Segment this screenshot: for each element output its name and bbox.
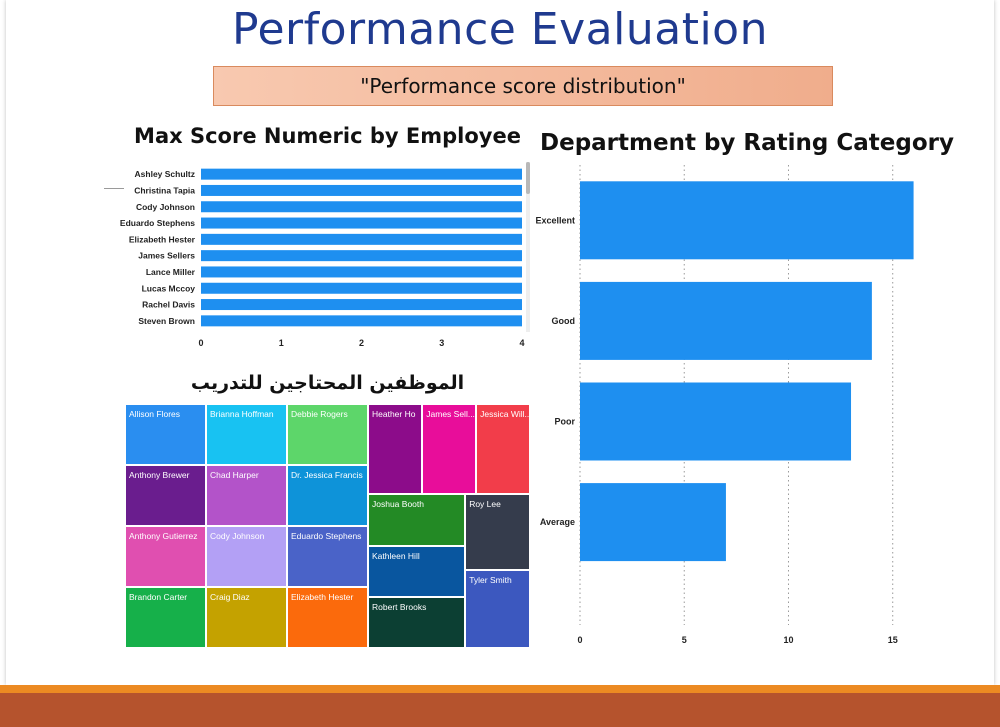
treemap-cell[interactable]: Allison Flores [125, 404, 206, 465]
employee-score-chart: Ashley Schultz Christina Tapia Cody Johnso… [120, 162, 530, 348]
employee-label: Rachel Davis [142, 300, 195, 310]
slide-subtitle: "Performance score distribution" [213, 66, 833, 106]
treemap-cell[interactable]: Cody Johnson [206, 526, 287, 587]
treemap-cell[interactable]: Dr. Jessica Francis [287, 465, 368, 526]
employee-bar[interactable] [201, 233, 522, 245]
treemap-cell[interactable]: Roy Lee [465, 494, 530, 570]
treemap-title: الموظفين المحتاجين للتدريب [190, 372, 465, 394]
treemap-cell[interactable]: Brianna Hoffman [206, 404, 287, 465]
employee-label: Lucas Mccoy [142, 283, 196, 293]
employee-bar[interactable] [201, 266, 522, 278]
x-tick-label: 15 [888, 635, 898, 645]
treemap-cell[interactable]: Kathleen Hill [368, 545, 466, 597]
employee-bar[interactable] [201, 282, 522, 294]
x-tick-label: 5 [682, 635, 687, 645]
employee-label: Lance Miller [146, 267, 196, 277]
employee-label: Eduardo Stephens [120, 218, 195, 228]
x-tick-label: 4 [519, 338, 524, 348]
treemap-cell[interactable]: Robert Brooks [368, 596, 466, 648]
divider-line [104, 188, 124, 189]
treemap-cell[interactable]: Debbie Rogers [287, 404, 368, 465]
footer-band-rust [0, 693, 1000, 727]
x-tick-label: 0 [198, 338, 203, 348]
treemap-cell[interactable]: Eduardo Stephens [287, 526, 368, 587]
treemap-cell[interactable]: Jessica Will... [476, 404, 530, 495]
treemap-cell[interactable]: Anthony Gutierrez [125, 526, 206, 587]
rating-category-chart: 0 5 10 15 Excellent Good Poor Average [535, 165, 914, 645]
employee-bar[interactable] [201, 184, 522, 196]
employee-label: Elizabeth Hester [129, 234, 196, 244]
footer-band-orange [0, 685, 1000, 693]
treemap-cell[interactable]: Chad Harper [206, 465, 287, 526]
treemap-cell[interactable]: Brandon Carter [125, 587, 206, 648]
employee-label: Cody Johnson [136, 202, 195, 212]
scrollbar-track[interactable] [526, 162, 530, 332]
treemap-cell[interactable]: Elizabeth Hester [287, 587, 368, 648]
scrollbar-thumb[interactable] [526, 162, 530, 194]
rating-chart-title: Department by Rating Category [540, 130, 954, 156]
treemap-cell[interactable]: Joshua Booth [368, 494, 466, 546]
treemap-cell[interactable]: Craig Diaz [206, 587, 287, 648]
employee-bar[interactable] [201, 201, 522, 213]
rating-bar[interactable] [580, 483, 726, 562]
rating-bar[interactable] [580, 281, 872, 360]
employee-label: Christina Tapia [134, 185, 195, 195]
treemap-cell[interactable]: Tyler Smith [465, 569, 530, 648]
training-treemap: Allison Flores Brianna Hoffman Debbie Roge… [125, 404, 530, 648]
employee-label: Ashley Schultz [135, 169, 195, 179]
rating-label: Good [552, 316, 576, 326]
x-tick-label: 10 [783, 635, 793, 645]
rating-label: Excellent [535, 215, 575, 225]
employee-bar[interactable] [201, 299, 522, 311]
rating-bar[interactable] [580, 181, 914, 260]
treemap-cell[interactable]: James Sell... [422, 404, 477, 495]
x-tick-label: 1 [279, 338, 284, 348]
treemap-cell[interactable]: Anthony Brewer [125, 465, 206, 526]
rating-bar[interactable] [580, 382, 852, 461]
slide-title: Performance Evaluation [232, 4, 768, 55]
rating-label: Poor [554, 417, 575, 427]
employee-bar[interactable] [201, 250, 522, 262]
treemap-cell[interactable]: Heather Ho [368, 404, 423, 495]
x-tick-label: 0 [577, 635, 582, 645]
employee-label: Steven Brown [138, 316, 195, 326]
employee-bar[interactable] [201, 168, 522, 180]
rating-label: Average [540, 517, 575, 527]
employee-bar[interactable] [201, 217, 522, 229]
employee-chart-title: Max Score Numeric by Employee [134, 124, 521, 148]
employee-label: James Sellers [138, 251, 195, 261]
employee-bar[interactable] [201, 315, 522, 327]
x-tick-label: 3 [439, 338, 444, 348]
x-tick-label: 2 [359, 338, 364, 348]
